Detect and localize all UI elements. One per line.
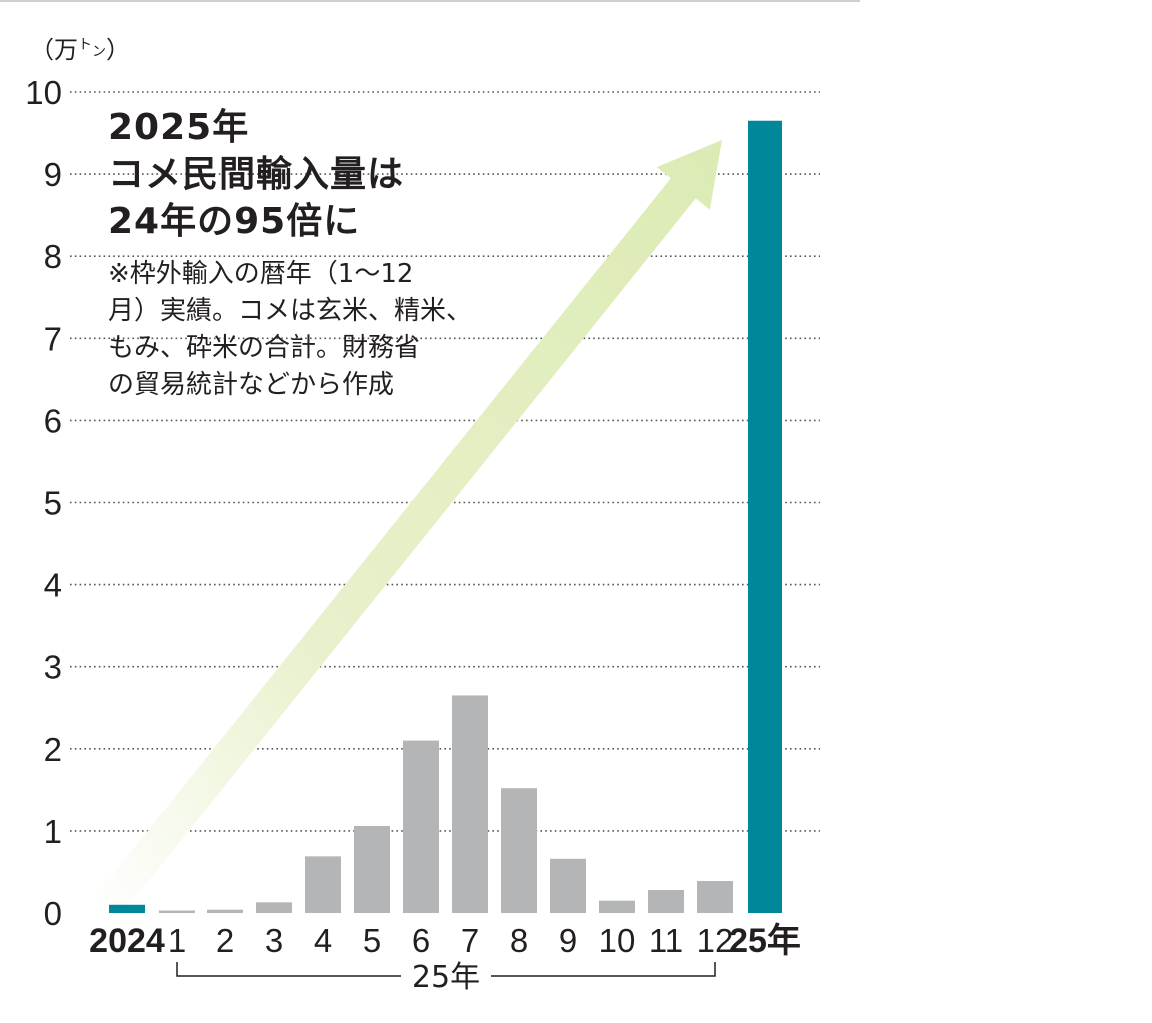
title-line-1: 2025年	[108, 107, 250, 148]
y-tick-4: 4	[44, 567, 62, 604]
bar-8	[501, 788, 537, 913]
bar-11	[648, 890, 684, 913]
x-label-2: 2	[216, 922, 234, 959]
grid-lines	[70, 91, 820, 832]
y-tick-2: 2	[44, 731, 62, 768]
x-label-6: 6	[412, 922, 430, 959]
bar-4	[305, 856, 341, 913]
y-tick-6: 6	[44, 402, 62, 439]
y-tick-1: 1	[44, 813, 62, 850]
month-group-label: 25年	[412, 960, 480, 995]
bar-25年	[748, 120, 782, 914]
source-note: ※枠外輸入の暦年（1～12 月）実績。コメは玄米、精米、 もみ、砕米の合計。財務…	[108, 256, 508, 404]
x-label-5: 5	[363, 922, 381, 959]
month-bracket	[176, 962, 716, 977]
bar-9	[550, 858, 586, 913]
bar-6	[403, 740, 439, 913]
bars	[109, 120, 782, 914]
bar-12	[697, 880, 733, 913]
x-label-8: 8	[510, 922, 528, 959]
x-label-7: 7	[461, 922, 479, 959]
y-axis-ticks: 0 1 2 3 4 5 6 7 8 9 10	[25, 74, 62, 932]
y-tick-7: 7	[44, 320, 62, 357]
note-line-1: ※枠外輸入の暦年（1～12	[108, 259, 414, 289]
x-label-12: 12	[697, 922, 734, 959]
y-tick-8: 8	[44, 238, 62, 275]
note-line-3: もみ、砕米の合計。財務省	[108, 333, 421, 363]
x-label-4: 4	[314, 922, 332, 959]
x-label-3: 3	[265, 922, 283, 959]
x-label-10: 10	[599, 922, 636, 959]
chart-title: 2025年 コメ民間輸入量は 24年の95倍に	[108, 104, 404, 245]
x-label-25年: 25年	[729, 922, 801, 960]
x-label-9: 9	[559, 922, 577, 959]
title-line-2: コメ民間輸入量は	[108, 154, 405, 195]
y-tick-3: 3	[44, 649, 62, 686]
growth-arrow-icon	[95, 140, 722, 916]
x-label-1: 1	[168, 922, 186, 959]
bar-7	[452, 695, 488, 913]
x-label-11: 11	[649, 922, 683, 959]
note-line-4: の貿易統計などから作成	[108, 370, 395, 400]
note-line-2: 月）実績。コメは玄米、精米、	[108, 296, 473, 326]
bar-10	[599, 900, 635, 913]
bar-2024	[109, 904, 145, 913]
title-line-3: 24年の95倍に	[108, 201, 361, 242]
x-label-2024: 2024	[89, 922, 165, 960]
unit-label: （万トン）	[30, 36, 130, 64]
y-tick-0: 0	[44, 895, 62, 932]
bar-2	[207, 909, 243, 913]
bar-3	[256, 902, 292, 913]
y-tick-9: 9	[44, 156, 62, 193]
y-tick-5: 5	[44, 485, 62, 522]
bar-1	[159, 910, 195, 913]
y-tick-10: 10	[25, 74, 62, 111]
bar-5	[354, 825, 390, 913]
